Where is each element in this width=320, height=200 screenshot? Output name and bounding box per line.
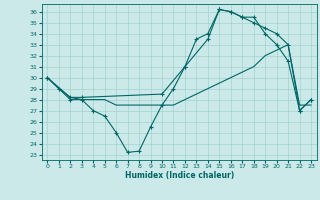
X-axis label: Humidex (Indice chaleur): Humidex (Indice chaleur)	[124, 171, 234, 180]
